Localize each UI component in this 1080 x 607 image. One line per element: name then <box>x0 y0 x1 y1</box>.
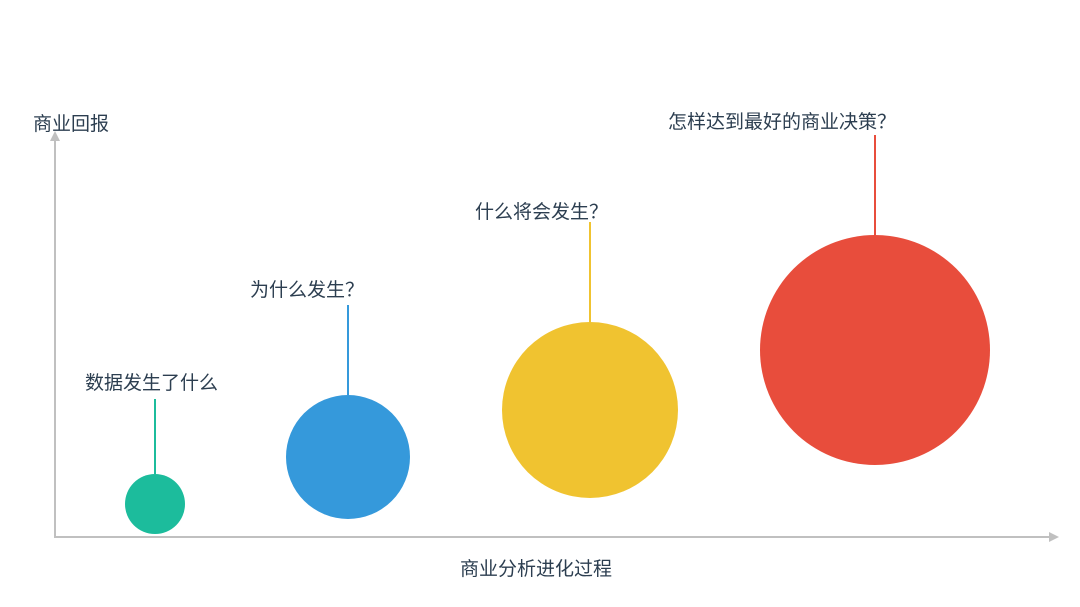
bubble-connector <box>589 222 591 322</box>
bubble-label: 什么将会发生？ <box>475 197 608 224</box>
bubble-connector <box>154 399 156 474</box>
bubble-label: 为什么发生？ <box>250 275 364 302</box>
bubble <box>286 395 410 519</box>
y-axis-line <box>54 140 56 536</box>
x-axis-label: 商业分析进化过程 <box>460 554 612 581</box>
bubble-connector <box>874 135 876 235</box>
bubble-chart: 商业回报 商业分析进化过程 数据发生了什么 为什么发生？ 什么将会发生？ 怎样达… <box>0 0 1080 607</box>
bubble-label: 数据发生了什么 <box>85 368 218 395</box>
bubble <box>125 474 185 534</box>
y-axis-label: 商业回报 <box>33 109 109 136</box>
bubble-label: 怎样达到最好的商业决策？ <box>668 107 896 134</box>
bubble <box>502 322 678 498</box>
y-axis-arrow-icon <box>50 131 60 141</box>
x-axis-arrow-icon <box>1049 532 1059 542</box>
bubble-connector <box>347 305 349 395</box>
bubble <box>760 235 990 465</box>
x-axis-line <box>54 536 1050 538</box>
